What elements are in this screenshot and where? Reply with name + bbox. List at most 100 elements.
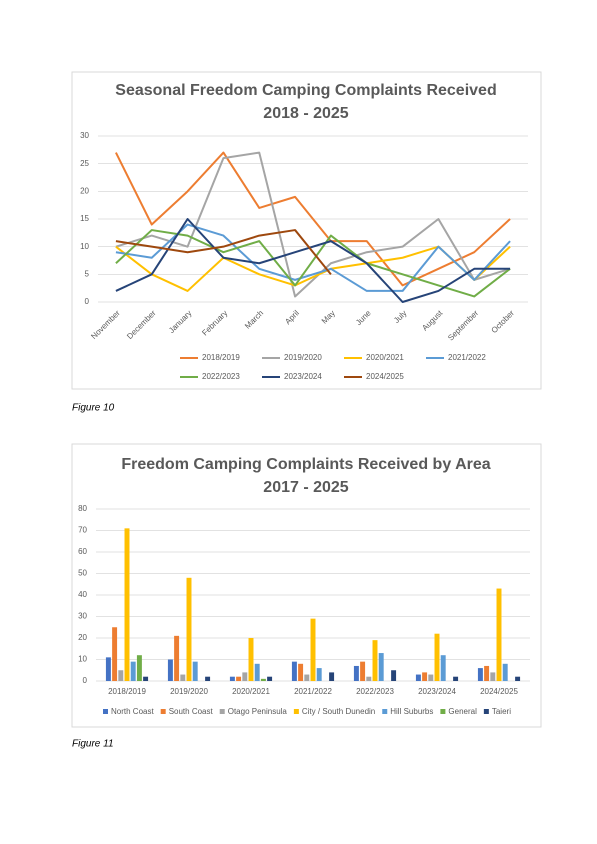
bar — [329, 672, 335, 681]
y-tick-label: 40 — [78, 590, 87, 599]
x-tick-label: 2020/2021 — [232, 687, 270, 696]
x-tick-label: 2023/2024 — [418, 687, 456, 696]
legend-label: 2019/2020 — [284, 353, 322, 362]
bar — [316, 668, 322, 681]
legend-swatch — [103, 709, 108, 714]
bar — [415, 674, 421, 681]
bar — [174, 635, 180, 681]
bar — [366, 676, 372, 681]
y-tick-label: 30 — [80, 131, 89, 140]
y-tick-label: 0 — [85, 297, 90, 306]
legend-swatch — [440, 709, 446, 714]
legend-label: 2022/2023 — [202, 372, 240, 381]
bar — [310, 618, 316, 681]
bar — [502, 663, 508, 681]
legend-swatch — [483, 709, 489, 714]
legend-label: Otago Peninsula — [228, 707, 288, 716]
y-tick-label: 60 — [78, 547, 87, 556]
series-line — [115, 151, 511, 298]
bar — [112, 627, 118, 681]
bar — [167, 659, 173, 681]
bar — [391, 670, 397, 681]
bar — [248, 638, 254, 681]
bar — [260, 678, 266, 681]
figure-caption: Figure 10 — [72, 403, 115, 414]
legend-label: South Coast — [169, 707, 214, 716]
legend-swatch — [219, 709, 225, 714]
legend-swatch — [382, 709, 388, 714]
legend-label: 2023/2024 — [284, 372, 322, 381]
bar — [143, 676, 149, 681]
series-line — [115, 218, 511, 303]
bar — [186, 577, 192, 681]
bar — [192, 661, 198, 681]
y-tick-label: 10 — [78, 655, 87, 664]
figure-caption: Figure 11 — [72, 739, 114, 750]
bar — [298, 663, 304, 681]
bar — [229, 676, 235, 681]
legend-label: Taieri — [492, 707, 511, 716]
legend-label: General — [448, 707, 477, 716]
legend-label: 2024/2025 — [366, 372, 404, 381]
x-tick-label: 2019/2020 — [170, 687, 208, 696]
legend-swatch — [160, 709, 166, 714]
legend-label: Hill Suburbs — [390, 707, 433, 716]
bar — [440, 655, 446, 681]
bar — [490, 672, 496, 681]
y-tick-label: 5 — [85, 269, 90, 278]
legend-label: 2018/2019 — [202, 353, 240, 362]
bar — [180, 674, 186, 681]
legend-label: North Coast — [111, 707, 154, 716]
y-tick-label: 10 — [80, 242, 89, 251]
bar — [453, 676, 459, 681]
bar — [422, 672, 428, 681]
chart-title: Seasonal Freedom Camping Complaints Rece… — [115, 82, 496, 99]
y-tick-label: 30 — [78, 612, 87, 621]
x-tick-label: 2024/2025 — [480, 687, 518, 696]
bar — [105, 657, 111, 681]
bar — [353, 665, 359, 681]
bar — [242, 672, 248, 681]
bar — [254, 663, 260, 681]
legend-label: City / South Dunedin — [302, 707, 375, 716]
legend-label: 2020/2021 — [366, 353, 404, 362]
series-line — [115, 229, 332, 275]
bar — [267, 676, 273, 681]
y-tick-label: 0 — [83, 676, 88, 685]
x-tick-label: 2021/2022 — [294, 687, 332, 696]
chart-title: Freedom Camping Complaints Received by A… — [121, 456, 490, 473]
series-line — [115, 223, 511, 292]
bar — [477, 668, 483, 681]
y-tick-label: 80 — [78, 504, 87, 513]
y-tick-label: 20 — [78, 633, 87, 642]
series-line — [115, 151, 511, 287]
x-tick-label: 2022/2023 — [356, 687, 394, 696]
y-tick-label: 20 — [80, 186, 89, 195]
y-tick-label: 25 — [80, 159, 89, 168]
bar — [124, 528, 130, 681]
bar — [434, 633, 440, 681]
bar — [236, 676, 242, 681]
bar — [118, 670, 124, 681]
legend-swatch — [293, 709, 299, 714]
bar — [484, 665, 490, 681]
bar — [372, 640, 378, 681]
bar — [304, 674, 310, 681]
bar — [136, 655, 142, 681]
bar — [291, 661, 297, 681]
chart-title: 2017 - 2025 — [263, 479, 349, 496]
y-tick-label: 70 — [78, 526, 87, 535]
bar — [515, 676, 521, 681]
bar — [130, 661, 136, 681]
bar — [496, 588, 502, 681]
x-tick-label: 2018/2019 — [108, 687, 146, 696]
bar — [378, 653, 384, 681]
y-tick-label: 50 — [78, 569, 87, 578]
chart-title: 2018 - 2025 — [263, 105, 349, 122]
bar — [428, 674, 434, 681]
bar — [205, 676, 211, 681]
y-tick-label: 15 — [80, 214, 89, 223]
bar — [360, 661, 366, 681]
legend-label: 2021/2022 — [448, 353, 486, 362]
